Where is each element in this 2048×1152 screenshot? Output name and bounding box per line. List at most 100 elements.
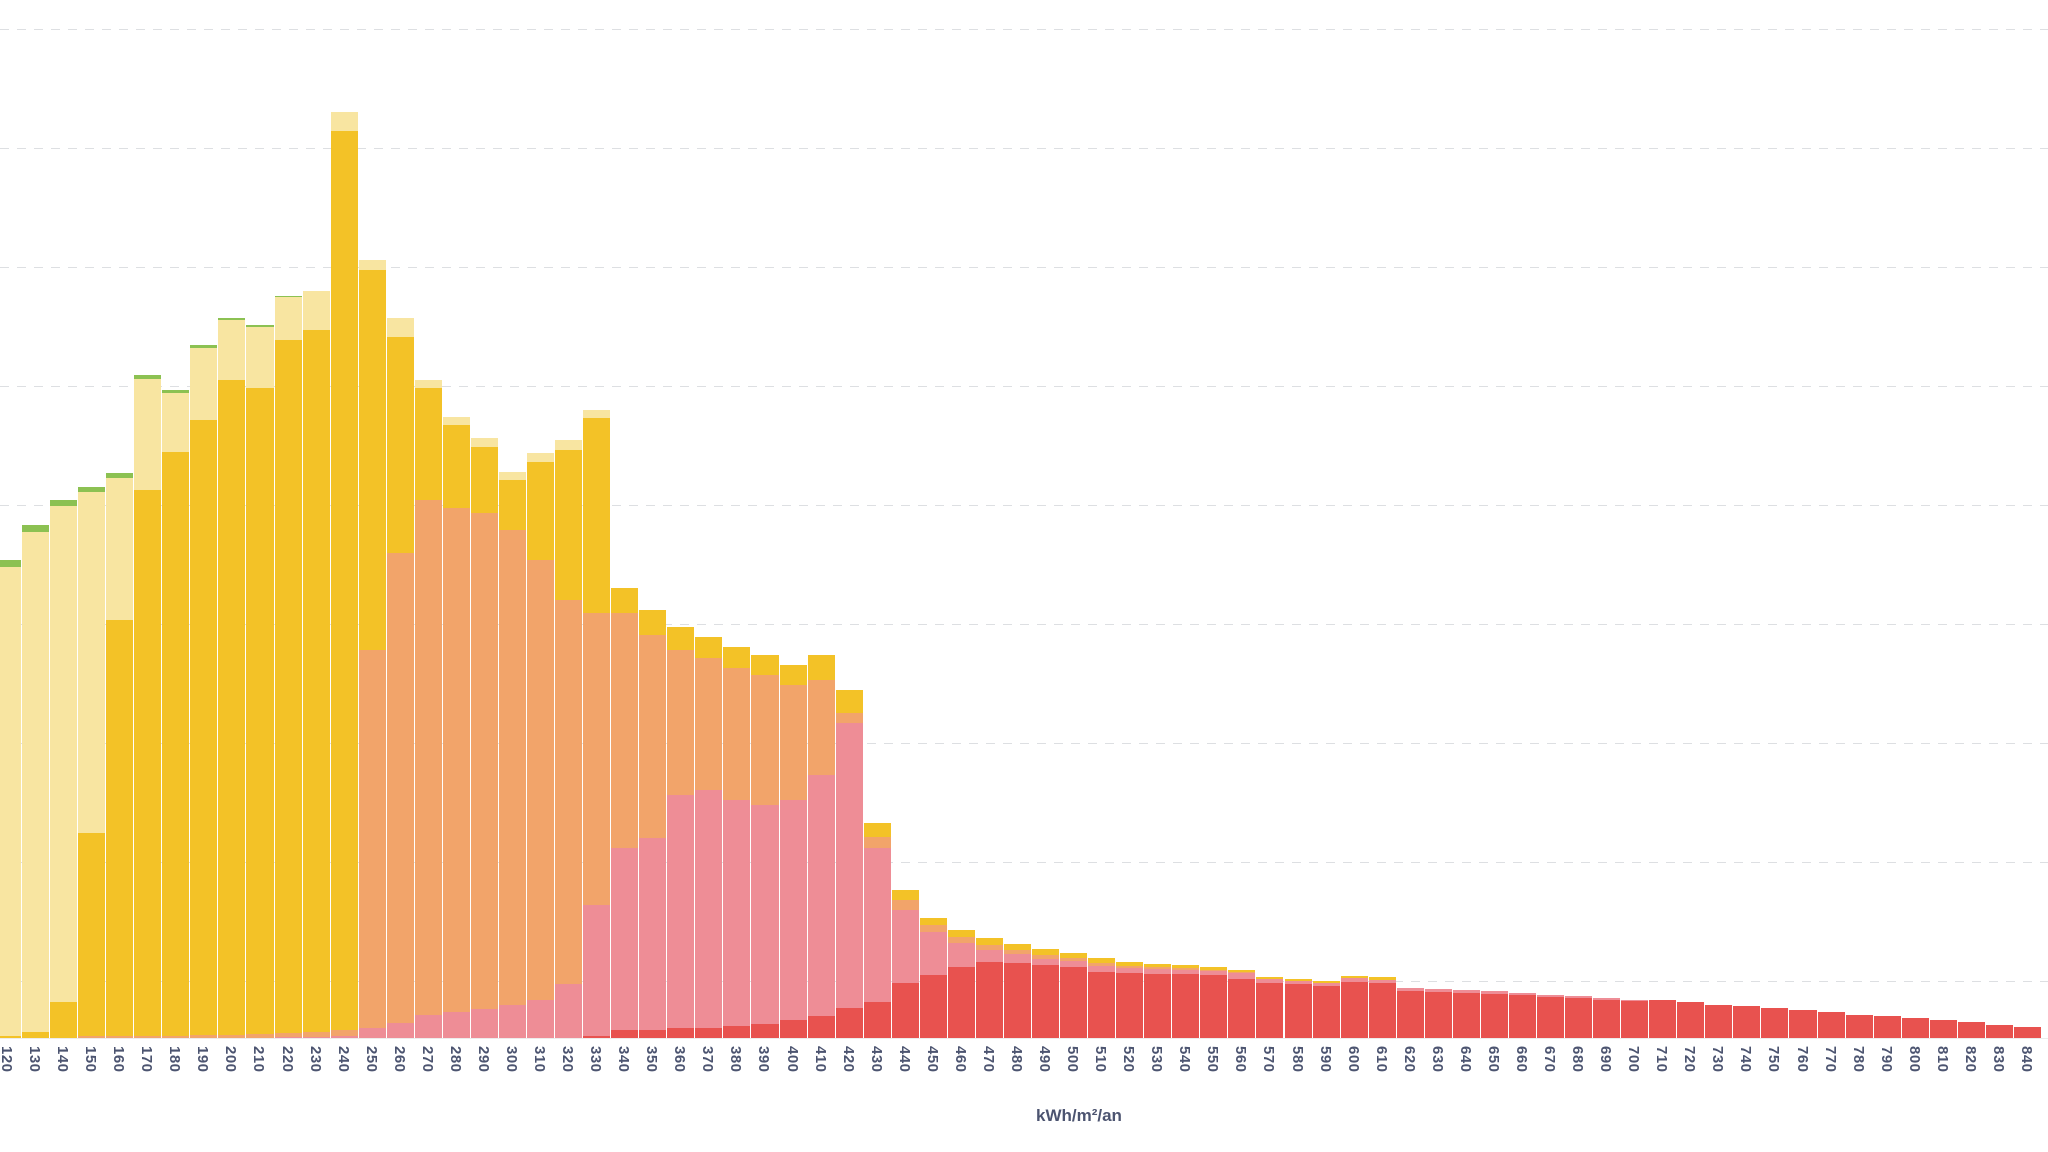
bar-column[interactable] xyxy=(639,610,667,1038)
bar-column[interactable] xyxy=(414,380,442,1038)
bar-segment-class-C xyxy=(106,478,134,620)
bar-column[interactable] xyxy=(1368,977,1396,1038)
bar-column[interactable] xyxy=(1789,1010,1817,1038)
bar-segment-class-E xyxy=(498,530,526,1005)
bar-column[interactable] xyxy=(1284,979,1312,1038)
bar-column[interactable] xyxy=(695,637,723,1038)
bar-column[interactable] xyxy=(1845,1015,1873,1038)
bar-segment-class-E xyxy=(667,650,695,795)
bar-column[interactable] xyxy=(555,440,583,1038)
x-tick-label: 690 xyxy=(1597,1046,1615,1073)
bar-column[interactable] xyxy=(891,890,919,1038)
bar-column[interactable] xyxy=(1032,949,1060,1038)
bar-column[interactable] xyxy=(246,325,274,1038)
bar-column[interactable] xyxy=(274,296,302,1038)
bar-segment-class-F xyxy=(1368,980,1396,983)
bar-column[interactable] xyxy=(78,487,106,1038)
bar-segment-class-E xyxy=(527,560,555,1000)
bar-column[interactable] xyxy=(863,823,891,1038)
bar-column[interactable] xyxy=(190,345,218,1038)
x-tick-label: 570 xyxy=(1260,1046,1278,1073)
bar-column[interactable] xyxy=(723,647,751,1038)
x-tick-label: 220 xyxy=(278,1046,296,1073)
bar-column[interactable] xyxy=(611,588,639,1038)
bar-segment-class-D xyxy=(1172,965,1200,968)
bar-column[interactable] xyxy=(919,918,947,1038)
bar-column[interactable] xyxy=(1957,1022,1985,1038)
bar-segment-class-B xyxy=(50,500,78,506)
bar-column[interactable] xyxy=(947,930,975,1038)
bar-column[interactable] xyxy=(330,112,358,1038)
bar-column[interactable] xyxy=(1228,970,1256,1038)
bar-column[interactable] xyxy=(1649,1000,1677,1038)
bar-column[interactable] xyxy=(751,655,779,1038)
bar-column[interactable] xyxy=(1929,1020,1957,1038)
x-tick-label: 470 xyxy=(979,1046,997,1073)
x-tick-label: 150 xyxy=(82,1046,100,1073)
bar-column[interactable] xyxy=(1200,967,1228,1038)
bar-column[interactable] xyxy=(1873,1016,1901,1038)
bar-segment-class-G xyxy=(1761,1008,1789,1038)
bar-column[interactable] xyxy=(1565,996,1593,1038)
x-tick-label: 270 xyxy=(418,1046,436,1073)
bar-column[interactable] xyxy=(0,560,22,1038)
bar-column[interactable] xyxy=(22,525,50,1038)
bar-column[interactable] xyxy=(1901,1018,1929,1038)
bar-column[interactable] xyxy=(1452,990,1480,1038)
bar-column[interactable] xyxy=(1340,976,1368,1038)
bar-column[interactable] xyxy=(779,665,807,1038)
bar-column[interactable] xyxy=(1088,958,1116,1038)
bar-segment-class-D xyxy=(1340,976,1368,978)
bar-segment-class-D xyxy=(1284,979,1312,981)
bar-segment-class-B xyxy=(246,325,274,327)
bar-column[interactable] xyxy=(1705,1005,1733,1038)
x-tick-label: 710 xyxy=(1653,1046,1671,1073)
bar-column[interactable] xyxy=(1003,944,1031,1038)
bar-segment-class-D xyxy=(1003,944,1031,950)
bar-column[interactable] xyxy=(807,655,835,1038)
bar-column[interactable] xyxy=(1116,962,1144,1038)
bar-segment-class-B xyxy=(190,345,218,348)
bar-column[interactable] xyxy=(835,690,863,1038)
bar-column[interactable] xyxy=(527,453,555,1038)
bar-column[interactable] xyxy=(442,417,470,1038)
bar-column[interactable] xyxy=(218,318,246,1038)
bar-column[interactable] xyxy=(162,390,190,1038)
bar-column[interactable] xyxy=(1424,989,1452,1038)
bar-column[interactable] xyxy=(1761,1008,1789,1038)
bar-column[interactable] xyxy=(1677,1002,1705,1038)
bar-column[interactable] xyxy=(1985,1025,2013,1038)
bar-column[interactable] xyxy=(975,938,1003,1038)
bar-column[interactable] xyxy=(358,260,386,1038)
bar-column[interactable] xyxy=(1733,1006,1761,1038)
bar-column[interactable] xyxy=(1817,1012,1845,1038)
bar-segment-class-G xyxy=(1593,1000,1621,1038)
bar-column[interactable] xyxy=(1172,965,1200,1038)
bar-column[interactable] xyxy=(1508,993,1536,1038)
gridline xyxy=(0,862,2048,863)
bar-column[interactable] xyxy=(386,318,414,1038)
bar-segment-class-F xyxy=(1565,996,1593,998)
bar-segment-class-F xyxy=(1003,954,1031,963)
bar-segment-class-D xyxy=(779,665,807,685)
bar-column[interactable] xyxy=(302,291,330,1038)
bar-column[interactable] xyxy=(1396,988,1424,1038)
bar-column[interactable] xyxy=(498,472,526,1038)
bar-column[interactable] xyxy=(1312,981,1340,1038)
bar-column[interactable] xyxy=(1593,998,1621,1038)
bar-column[interactable] xyxy=(470,438,498,1038)
bar-column[interactable] xyxy=(1256,977,1284,1038)
bar-column[interactable] xyxy=(1480,991,1508,1038)
bar-segment-class-F xyxy=(386,1023,414,1038)
bar-column[interactable] xyxy=(1536,995,1565,1038)
bar-column[interactable] xyxy=(583,410,611,1038)
bar-column[interactable] xyxy=(134,375,162,1038)
bar-column[interactable] xyxy=(1144,964,1172,1038)
bar-column[interactable] xyxy=(1621,1000,1649,1038)
bar-column[interactable] xyxy=(50,500,78,1038)
bar-column[interactable] xyxy=(106,473,134,1038)
bar-segment-class-E xyxy=(162,1036,190,1038)
bar-column[interactable] xyxy=(2013,1027,2041,1038)
bar-column[interactable] xyxy=(667,627,695,1038)
bar-column[interactable] xyxy=(1060,953,1088,1038)
